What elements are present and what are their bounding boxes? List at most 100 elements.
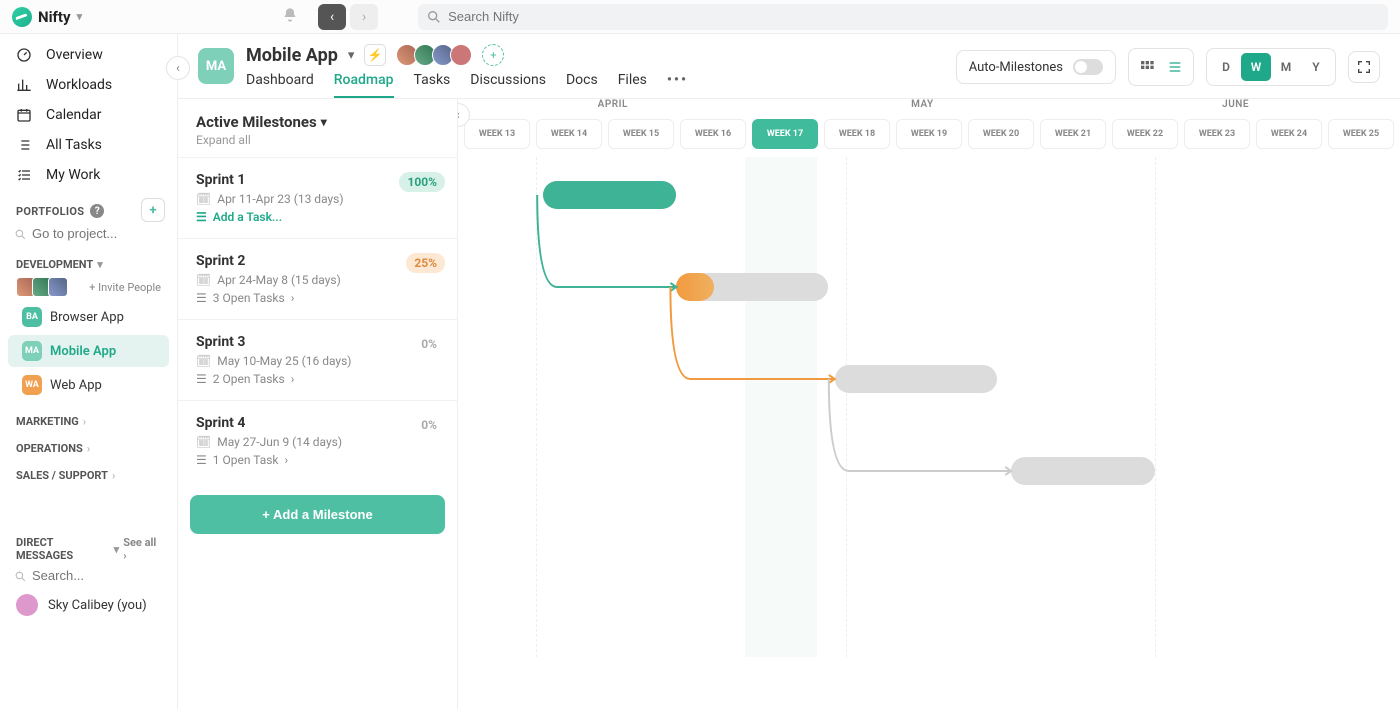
zoom-day[interactable]: D xyxy=(1211,53,1241,81)
gantt-bar-track[interactable] xyxy=(835,365,997,393)
group-sales-support[interactable]: SALES / SUPPORT › xyxy=(0,457,177,484)
invite-people-link[interactable]: + Invite People xyxy=(89,281,161,294)
section-text: PORTFOLIOS xyxy=(16,205,84,218)
member-avatar[interactable] xyxy=(450,44,472,66)
nav-workloads[interactable]: Workloads xyxy=(0,70,177,100)
app-name: Nifty xyxy=(38,8,71,26)
nav-calendar[interactable]: Calendar xyxy=(0,100,177,130)
week-header[interactable]: WEEK 14 xyxy=(536,119,602,149)
sprint-name: Sprint 3 xyxy=(196,334,439,350)
zoom-year[interactable]: Y xyxy=(1301,53,1331,81)
tab-roadmap[interactable]: Roadmap xyxy=(334,72,394,98)
week-header[interactable]: WEEK 25 xyxy=(1328,119,1394,149)
week-header[interactable]: WEEK 15 xyxy=(608,119,674,149)
dm-user-self[interactable]: Sky Calibey (you) xyxy=(0,588,177,622)
nav-label: My Work xyxy=(46,167,100,183)
nav-my-work[interactable]: My Work xyxy=(0,160,177,190)
week-header[interactable]: WEEK 21 xyxy=(1040,119,1106,149)
add-milestone-button[interactable]: + Add a Milestone xyxy=(190,495,445,534)
project-browser-app[interactable]: BA Browser App xyxy=(8,301,169,333)
gantt-bar-track[interactable] xyxy=(1011,457,1155,485)
project-badge: WA xyxy=(22,375,42,395)
history-forward-button[interactable]: › xyxy=(350,4,378,30)
view-grid-button[interactable] xyxy=(1133,53,1161,81)
zoom-week[interactable]: W xyxy=(1241,53,1271,81)
month-label: MAY xyxy=(768,99,1078,119)
week-header[interactable]: WEEK 20 xyxy=(968,119,1034,149)
week-header[interactable]: WEEK 24 xyxy=(1256,119,1322,149)
milestones-heading[interactable]: Active Milestones ▾ xyxy=(196,113,327,131)
toggle-switch xyxy=(1073,59,1103,75)
group-operations[interactable]: OPERATIONS › xyxy=(0,430,177,457)
expand-all-link[interactable]: Expand all xyxy=(196,133,439,147)
project-mobile-app[interactable]: MA Mobile App xyxy=(8,335,169,367)
week-header[interactable]: WEEK 16 xyxy=(680,119,746,149)
dm-section[interactable]: DIRECT MESSAGES ▾ See all › xyxy=(0,524,177,564)
open-tasks-link[interactable]: ☰2 Open Tasks › xyxy=(196,372,439,386)
chevron-right-icon: › xyxy=(291,291,295,305)
tab-docs[interactable]: Docs xyxy=(566,72,598,98)
milestone-sprint-2[interactable]: Sprint 2 🗓Apr 24-May 8 (15 days) ☰3 Open… xyxy=(178,238,457,319)
nav-all-tasks[interactable]: All Tasks xyxy=(0,130,177,160)
milestone-sprint-3[interactable]: Sprint 3 🗓May 10-May 25 (16 days) ☰2 Ope… xyxy=(178,319,457,400)
collapse-sidebar-button[interactable]: ‹ xyxy=(166,56,190,80)
dm-search-input[interactable] xyxy=(14,568,163,583)
week-header[interactable]: WEEK 17 xyxy=(752,119,818,149)
list-icon xyxy=(16,137,34,153)
nav-label: Overview xyxy=(46,47,103,63)
goto-project-input[interactable] xyxy=(14,226,163,241)
member-strip xyxy=(396,44,468,66)
help-icon[interactable]: ? xyxy=(90,204,104,218)
view-list-button[interactable] xyxy=(1161,53,1189,81)
nav-label: Calendar xyxy=(46,107,102,123)
add-task-link[interactable]: ☰Add a Task... xyxy=(196,210,439,224)
history-back-button[interactable]: ‹ xyxy=(318,4,346,30)
global-search-input[interactable] xyxy=(418,4,1388,30)
open-tasks-link[interactable]: ☰1 Open Task › xyxy=(196,453,439,467)
sprint-name: Sprint 2 xyxy=(196,253,439,269)
project-name: Browser App xyxy=(50,310,124,325)
week-header[interactable]: WEEK 22 xyxy=(1112,119,1178,149)
week-header[interactable]: WEEK 13 xyxy=(464,119,530,149)
open-tasks-link[interactable]: ☰3 Open Tasks › xyxy=(196,291,439,305)
app-logo[interactable]: Nifty ▾ xyxy=(12,7,82,27)
add-member-button[interactable]: + xyxy=(482,44,504,66)
gantt-chart[interactable]: ‹ APRILMAYJUNE WEEK 13WEEK 14WEEK 15WEEK… xyxy=(458,99,1400,709)
tab-tasks[interactable]: Tasks xyxy=(414,72,451,98)
tab-files[interactable]: Files xyxy=(618,72,647,98)
week-header[interactable]: WEEK 18 xyxy=(824,119,890,149)
dm-see-all-link[interactable]: See all › xyxy=(123,536,161,562)
notifications-icon[interactable] xyxy=(282,7,298,27)
week-header[interactable]: WEEK 23 xyxy=(1184,119,1250,149)
chevron-right-icon: › xyxy=(285,453,289,467)
logo-mark-icon xyxy=(12,7,32,27)
milestone-sprint-1[interactable]: Sprint 1 🗓Apr 11-Apr 23 (13 days) ☰Add a… xyxy=(178,157,457,238)
chevron-down-icon: ▾ xyxy=(321,115,327,129)
group-development[interactable]: DEVELOPMENT ▾ xyxy=(0,246,177,273)
tasks-icon xyxy=(16,167,34,183)
project-web-app[interactable]: WA Web App xyxy=(8,369,169,401)
milestone-sprint-4[interactable]: Sprint 4 🗓May 27-Jun 9 (14 days) ☰1 Open… xyxy=(178,400,457,481)
fullscreen-button[interactable] xyxy=(1348,51,1380,83)
chevron-down-icon[interactable]: ▾ xyxy=(348,48,355,63)
tab-more[interactable]: ••• xyxy=(667,72,688,98)
project-badge: MA xyxy=(22,341,42,361)
zoom-month[interactable]: M xyxy=(1271,53,1301,81)
dm-user-name: Sky Calibey (you) xyxy=(48,598,147,613)
see-all-text: See all xyxy=(123,536,156,549)
member-avatar[interactable] xyxy=(48,277,68,297)
dm-label: DIRECT MESSAGES xyxy=(16,536,110,562)
tab-discussions[interactable]: Discussions xyxy=(470,72,546,98)
tab-dashboard[interactable]: Dashboard xyxy=(246,72,314,98)
gantt-bar-progress xyxy=(676,273,714,301)
group-marketing[interactable]: MARKETING › xyxy=(0,403,177,430)
week-header[interactable]: WEEK 19 xyxy=(896,119,962,149)
add-portfolio-button[interactable]: + xyxy=(141,198,165,222)
nav-overview[interactable]: Overview xyxy=(0,40,177,70)
progress-badge: 25% xyxy=(406,253,445,273)
sprint-dates: May 10-May 25 (16 days) xyxy=(217,354,351,368)
auto-milestones-toggle[interactable]: Auto-Milestones xyxy=(956,50,1116,84)
dm-avatar xyxy=(16,594,38,616)
sidebar: Overview Workloads Calendar All Tasks My… xyxy=(0,34,178,709)
automation-icon[interactable]: ⚡ xyxy=(364,44,386,66)
